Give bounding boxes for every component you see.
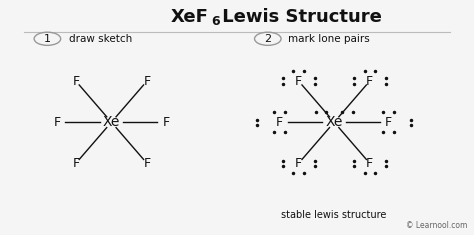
Text: F: F bbox=[53, 116, 61, 129]
Text: stable lewis structure: stable lewis structure bbox=[282, 210, 387, 220]
Text: © Learnool.com: © Learnool.com bbox=[406, 221, 467, 230]
Text: Xe: Xe bbox=[326, 115, 343, 129]
Text: F: F bbox=[143, 74, 151, 88]
Text: F: F bbox=[295, 74, 302, 88]
Text: F: F bbox=[276, 116, 283, 129]
Text: 1: 1 bbox=[44, 34, 51, 44]
Text: 6: 6 bbox=[211, 15, 219, 28]
Text: F: F bbox=[385, 116, 392, 129]
Text: XeF: XeF bbox=[171, 8, 209, 26]
Text: F: F bbox=[72, 74, 80, 88]
Text: F: F bbox=[72, 157, 80, 170]
Text: F: F bbox=[366, 74, 374, 88]
Text: F: F bbox=[366, 157, 374, 170]
Text: F: F bbox=[295, 157, 302, 170]
Text: mark lone pairs: mark lone pairs bbox=[288, 34, 369, 44]
Text: F: F bbox=[143, 157, 151, 170]
Text: 2: 2 bbox=[264, 34, 272, 44]
Text: Xe: Xe bbox=[103, 115, 120, 129]
Text: Lewis Structure: Lewis Structure bbox=[216, 8, 382, 26]
Text: F: F bbox=[162, 116, 170, 129]
Text: draw sketch: draw sketch bbox=[69, 34, 132, 44]
